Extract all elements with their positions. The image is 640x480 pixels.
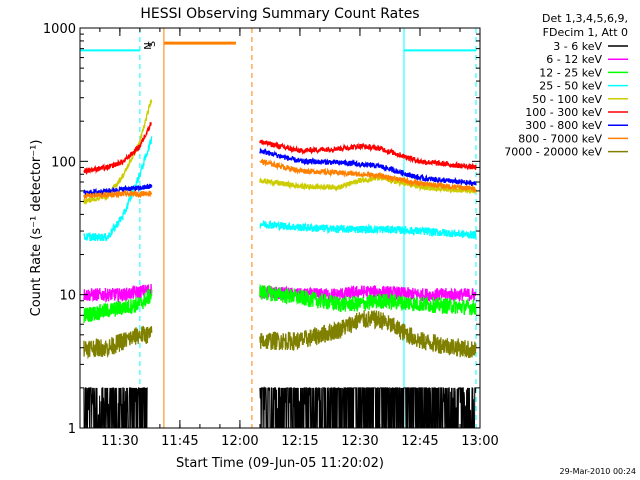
series-line <box>83 325 153 360</box>
series-line <box>83 122 152 176</box>
legend-label: 7000 - 20000 keV <box>504 146 602 159</box>
y-tick-label: 1000 <box>43 22 76 37</box>
legend: Det 1,3,4,5,6,9, FDecim 1, Att 0 3 - 6 k… <box>504 12 628 159</box>
x-tick-label: 11:30 <box>101 434 138 449</box>
x-tick-label: 12:15 <box>281 434 318 449</box>
series-line <box>259 147 477 187</box>
series-line <box>259 139 477 171</box>
series-100-300-kev <box>83 122 477 176</box>
series-line <box>259 283 477 316</box>
x-axis-label: Start Time (09-Jun-05 11:20:02) <box>176 456 384 471</box>
chart-title: HESSI Observing Summary Count Rates <box>140 6 419 22</box>
legend-label: 25 - 50 keV <box>539 80 602 93</box>
x-tick-label: 11:45 <box>161 434 198 449</box>
series-line <box>83 189 153 200</box>
x-tick-label: 12:45 <box>401 434 438 449</box>
legend-label: 50 - 100 keV <box>532 93 602 106</box>
legend-label: 12 - 25 keV <box>539 66 602 79</box>
legend-header-line-1: Det 1,3,4,5,6,9, <box>542 12 628 25</box>
axes: 11:30 11:45 12:00 12:15 12:30 12:45 13:00 1 10 10… <box>43 22 499 449</box>
series-25-50-kev <box>83 136 477 242</box>
series-line <box>259 158 477 193</box>
series-line <box>259 386 477 429</box>
legend-label: 3 - 6 keV <box>553 40 602 53</box>
series-300-800-kev <box>83 147 477 197</box>
plot-area: SN <box>79 28 477 429</box>
x-tick-label: 12:30 <box>341 434 378 449</box>
series-line <box>83 387 148 429</box>
series-line <box>83 288 153 323</box>
legend-label: 800 - 7000 keV <box>518 132 602 145</box>
legend-header-line-2: FDecim 1, Att 0 <box>543 26 628 39</box>
y-tick-label: 10 <box>59 289 76 304</box>
marker-n: N <box>141 42 152 49</box>
series-7000-20000-kev <box>83 310 477 360</box>
series-800-7000-kev <box>83 158 477 200</box>
legend-label: 100 - 300 keV <box>525 106 602 119</box>
series-line <box>259 174 477 195</box>
series-50-100-kev <box>83 99 477 206</box>
y-tick-label: 1 <box>68 422 76 437</box>
series-line <box>83 183 153 197</box>
series-line <box>259 220 477 239</box>
y-axis-label: Count Rate (s⁻¹ detector⁻¹) <box>29 140 44 317</box>
series-line <box>83 136 153 242</box>
marker-s: S <box>145 41 156 47</box>
series-12-25-kev <box>83 283 477 323</box>
series-line <box>259 310 477 359</box>
y-tick-label: 100 <box>51 155 76 170</box>
series-line <box>83 99 153 206</box>
x-tick-label: 12:00 <box>221 434 258 449</box>
series-line <box>83 283 153 304</box>
legend-label: 6 - 12 keV <box>546 53 602 66</box>
footer-date: 29-Mar-2010 00:24 <box>560 467 637 476</box>
x-tick-label: 13:00 <box>461 434 498 449</box>
legend-label: 300 - 800 keV <box>525 119 602 132</box>
series-3-6-kev <box>83 386 477 429</box>
